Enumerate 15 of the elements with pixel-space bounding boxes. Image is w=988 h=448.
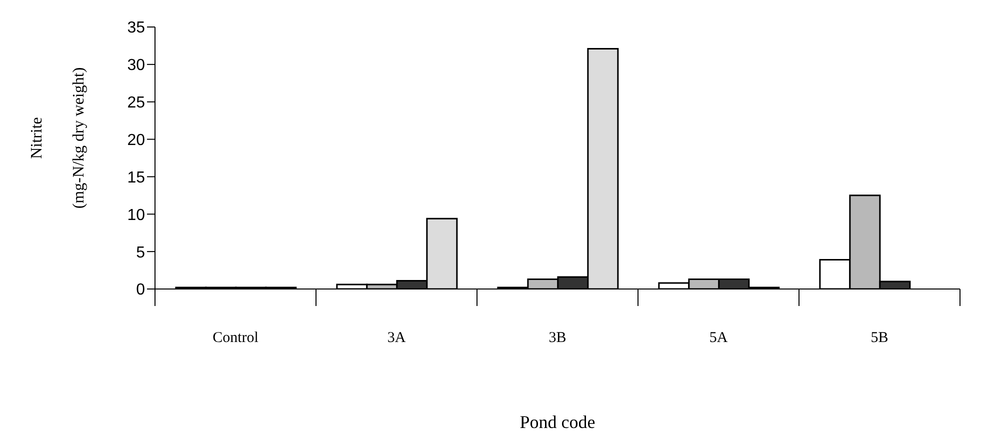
y-tick-label: 20 [127, 132, 146, 149]
x-tick-label: 3A [387, 330, 406, 346]
text: Nitrite (mg-N/kg dry weight) [28, 67, 88, 209]
y-tick-label: 30 [127, 57, 146, 74]
y-tick-label: 15 [127, 169, 146, 186]
x-tick-label: 3B [548, 330, 566, 346]
y-tick-label: 25 [127, 94, 146, 112]
x-tick-label: Control [212, 330, 258, 346]
y-tick-label: 0 [136, 282, 146, 299]
y-tick-label: 10 [127, 206, 146, 224]
y-tick-label: 5 [136, 244, 146, 262]
x-tick-label: 5B [870, 330, 888, 346]
x-tick-label: 5A [709, 330, 728, 346]
y-tick-label: 35 [127, 20, 146, 37]
x-axis-title: Pond code [520, 412, 596, 432]
